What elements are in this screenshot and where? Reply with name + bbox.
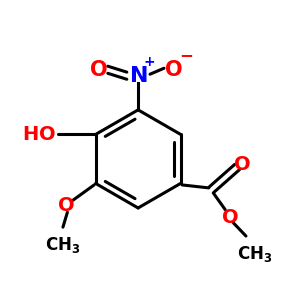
- Text: $\mathbf{N}$: $\mathbf{N}$: [129, 66, 147, 86]
- Text: $\mathbf{CH_3}$: $\mathbf{CH_3}$: [237, 244, 273, 264]
- Text: $\mathbf{O}$: $\mathbf{O}$: [164, 60, 182, 80]
- Text: $\mathbf{O}$: $\mathbf{O}$: [233, 154, 250, 174]
- Text: $\mathbf{CH_3}$: $\mathbf{CH_3}$: [45, 236, 81, 256]
- Text: −: −: [179, 46, 193, 64]
- Text: $\mathbf{O}$: $\mathbf{O}$: [221, 208, 238, 227]
- Text: +: +: [144, 55, 155, 69]
- Text: $\mathbf{O}$: $\mathbf{O}$: [89, 60, 107, 80]
- Text: $\mathbf{O}$: $\mathbf{O}$: [57, 196, 75, 215]
- Text: $\mathbf{HO}$: $\mathbf{HO}$: [22, 125, 56, 144]
